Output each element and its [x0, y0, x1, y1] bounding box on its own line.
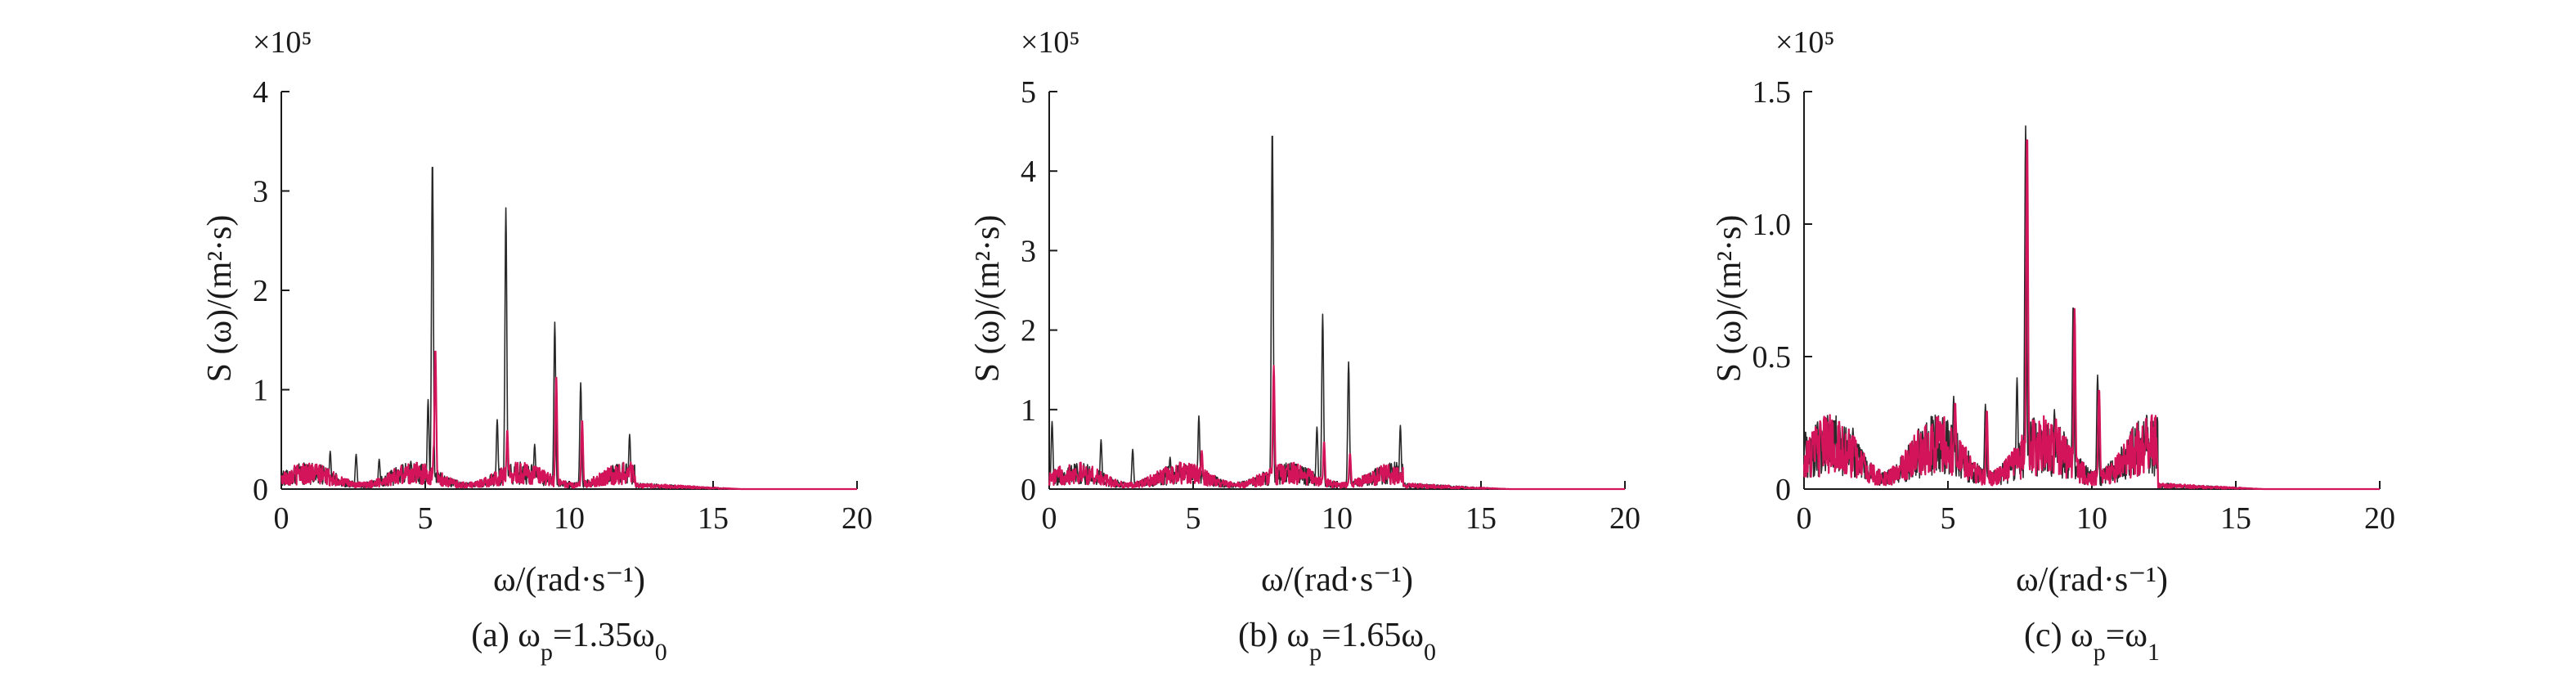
y-tick-label: 1.0 [1752, 208, 1792, 242]
x-tick-label: 5 [1186, 501, 1201, 536]
x-tick-label: 0 [1042, 501, 1057, 536]
caption-prefix: (b) ω [1238, 617, 1309, 654]
caption-prefix: (a) ω [471, 617, 541, 654]
x-tick-label: 10 [2076, 501, 2107, 536]
y-tick-label: 0 [1775, 473, 1791, 507]
caption-sub1: p [541, 639, 553, 666]
caption-sub2: 0 [655, 639, 667, 666]
y-axis-label: S (ω)/(m²·s) [969, 215, 1007, 383]
x-axis-label: ω/(rad·s⁻¹) [2016, 561, 2168, 599]
y-tick-label: 1 [1021, 393, 1036, 428]
caption-sub2: 1 [2147, 639, 2160, 666]
y-exponent-label: ×10⁵ [1775, 25, 1835, 60]
panel-caption: (a) ωp=1.35ω0 [471, 617, 667, 666]
x-tick-label: 20 [1609, 501, 1640, 536]
x-tick-label: 0 [274, 501, 289, 536]
y-tick-label: 2 [1021, 314, 1036, 348]
x-axis-label: ω/(rad·s⁻¹) [1261, 561, 1413, 599]
plot-area: 0 5 10 15 20 0 1 2 3 4 [253, 75, 873, 536]
y-tick-label: 4 [253, 75, 268, 110]
x-tick-label: 15 [2220, 501, 2251, 536]
caption-mid: =ω [2106, 617, 2147, 654]
y-tick-label: 0.5 [1752, 340, 1792, 375]
y-tick-label: 3 [1021, 234, 1036, 268]
x-tick-label: 20 [841, 501, 873, 536]
panel-b: ×10⁵ 0 5 10 15 20 0 1 2 3 4 5 ω/(rad·s⁻¹) S (ω)/(m… [969, 25, 1640, 666]
y-tick-label: 3 [253, 175, 268, 209]
x-tick-label: 5 [1941, 501, 1956, 536]
panel-caption: (c) ωp=ω1 [2024, 617, 2160, 666]
y-tick-label: 1 [253, 374, 268, 408]
plot-area: 0 5 10 15 20 0 1 2 3 4 5 [1021, 75, 1640, 536]
panel-c: ×10⁵ 0 5 10 15 20 0 0.5 1.0 1.5 ω/(rad·s⁻¹) S (ω… [1711, 25, 2395, 666]
panel-a: ×10⁵ 0 5 10 15 20 0 1 2 3 4 ω/(rad·s⁻¹) S (ω)/(m²… [201, 25, 873, 666]
y-axis-label: S (ω)/(m²·s) [1711, 215, 1748, 383]
caption-mid: =1.35ω [553, 617, 655, 654]
caption-sub1: p [2094, 639, 2106, 666]
series-line-black [1048, 135, 1626, 490]
panel-caption: (b) ωp=1.65ω0 [1238, 617, 1436, 666]
x-tick-label: 20 [2364, 501, 2395, 536]
y-tick-label: 0 [1021, 473, 1036, 507]
series-line-red [1048, 365, 1626, 491]
y-tick-label: 4 [1021, 155, 1036, 189]
series-line-red [1802, 139, 2381, 491]
series-line-black [1803, 125, 2381, 490]
caption-mid: =1.65ω [1322, 617, 1424, 654]
y-axis-label: S (ω)/(m²·s) [201, 215, 239, 383]
x-tick-label: 15 [698, 501, 729, 536]
plot-area: 0 5 10 15 20 0 0.5 1.0 1.5 [1752, 75, 2396, 536]
series-line-red [280, 350, 858, 491]
y-tick-label: 2 [253, 274, 268, 308]
x-tick-label: 10 [554, 501, 585, 536]
x-axis-label: ω/(rad·s⁻¹) [493, 561, 645, 599]
x-tick-label: 0 [1797, 501, 1812, 536]
caption-sub2: 0 [1424, 639, 1436, 666]
series-line-black [280, 166, 858, 490]
x-tick-label: 15 [1465, 501, 1497, 536]
y-tick-label: 1.5 [1752, 75, 1792, 110]
y-exponent-label: ×10⁵ [1021, 25, 1080, 60]
y-tick-label: 5 [1021, 75, 1036, 110]
caption-prefix: (c) ω [2024, 617, 2094, 654]
y-exponent-label: ×10⁵ [253, 25, 312, 60]
x-tick-label: 5 [418, 501, 433, 536]
caption-sub1: p [1309, 639, 1322, 666]
x-tick-label: 10 [1322, 501, 1353, 536]
y-tick-label: 0 [253, 473, 268, 507]
